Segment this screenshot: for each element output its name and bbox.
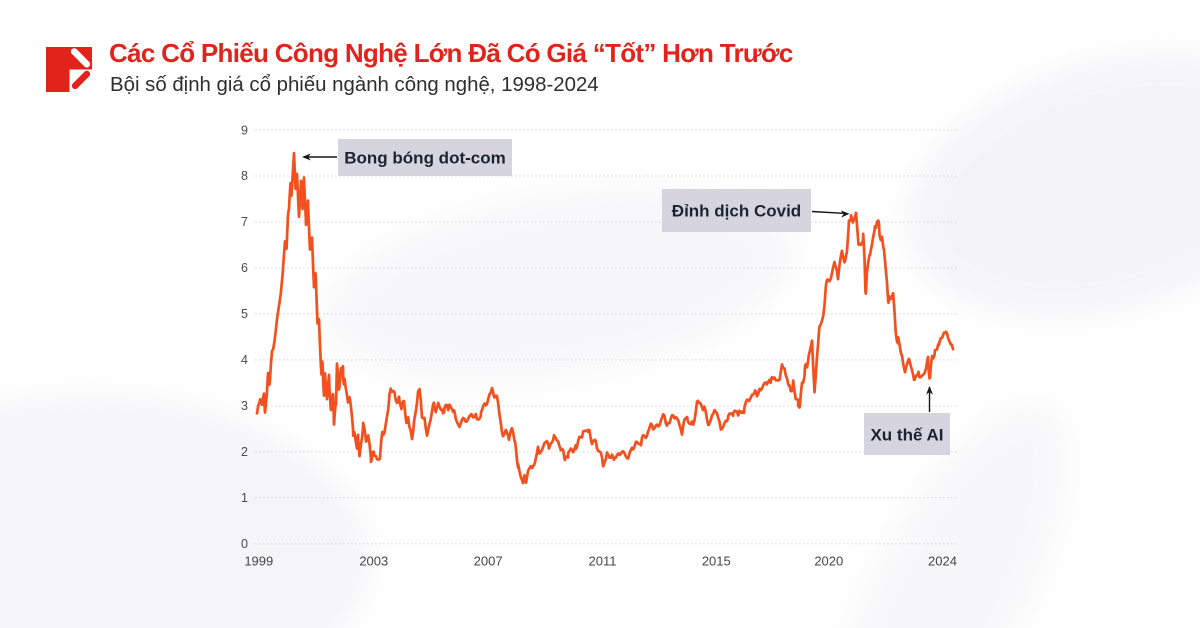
svg-text:8: 8 — [241, 169, 248, 183]
svg-text:Bong bóng dot-com: Bong bóng dot-com — [344, 149, 505, 168]
svg-text:2007: 2007 — [474, 554, 503, 569]
svg-text:2024: 2024 — [928, 554, 957, 569]
svg-text:0: 0 — [241, 537, 248, 551]
svg-text:2020: 2020 — [814, 554, 843, 569]
svg-text:2: 2 — [241, 445, 248, 459]
svg-text:6: 6 — [241, 261, 248, 275]
svg-text:1: 1 — [241, 491, 248, 505]
svg-text:2015: 2015 — [702, 554, 731, 569]
svg-text:2011: 2011 — [589, 554, 617, 569]
svg-text:Đỉnh dịch Covid: Đỉnh dịch Covid — [672, 202, 801, 221]
svg-text:1999: 1999 — [244, 554, 273, 569]
svg-text:5: 5 — [241, 307, 248, 321]
svg-text:2003: 2003 — [359, 554, 388, 569]
svg-text:3: 3 — [241, 399, 248, 413]
svg-text:Xu thế AI: Xu thế AI — [870, 426, 943, 445]
svg-text:9: 9 — [241, 123, 248, 137]
svg-text:7: 7 — [241, 215, 248, 229]
svg-text:4: 4 — [241, 353, 248, 367]
